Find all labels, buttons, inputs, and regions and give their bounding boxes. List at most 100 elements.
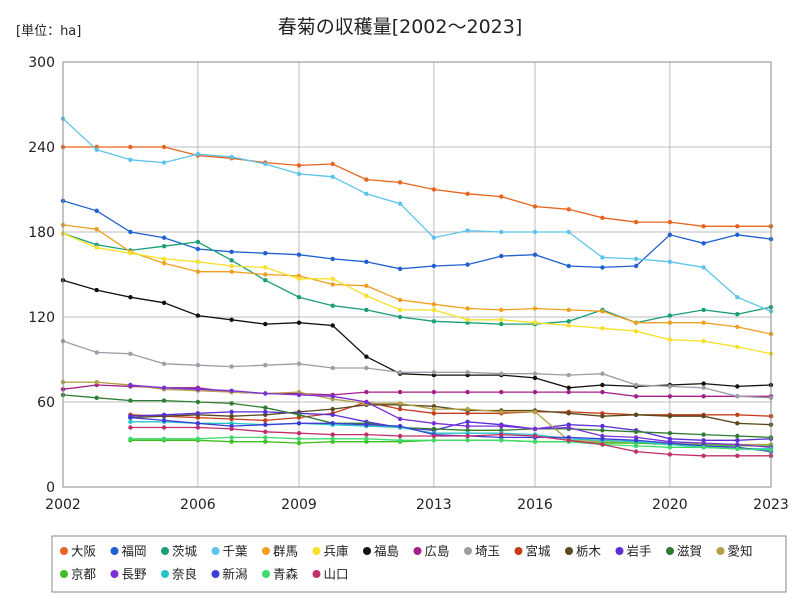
data-point [263, 409, 268, 415]
series-line [62, 224, 772, 335]
legend-label: 群馬 [273, 544, 298, 559]
data-point [667, 313, 673, 318]
y-tick-label: 240 [28, 140, 55, 156]
data-point [330, 161, 335, 167]
legend-label: 奈良 [172, 567, 197, 582]
data-point [667, 440, 673, 446]
legend-label: 青森 [273, 567, 299, 582]
legend-box [51, 535, 787, 593]
data-point [364, 259, 369, 264]
data-point [667, 384, 673, 389]
data-point [397, 406, 403, 412]
data-point [263, 363, 268, 368]
data-point [296, 436, 302, 441]
data-point [397, 416, 403, 422]
data-point [195, 313, 201, 318]
legend-label: 山口 [324, 567, 349, 582]
legend-marker [60, 547, 68, 555]
data-point [397, 423, 403, 429]
series-群馬 [60, 222, 774, 337]
series-line [62, 232, 772, 355]
data-point [330, 282, 335, 287]
data-point [263, 405, 268, 410]
data-point [532, 320, 538, 325]
data-point [94, 208, 99, 213]
data-point [128, 351, 133, 356]
data-point [229, 439, 234, 444]
data-point [600, 215, 605, 220]
data-point [600, 326, 605, 331]
data-point [633, 382, 639, 388]
data-point [566, 207, 571, 212]
data-point [667, 431, 673, 436]
data-point [195, 246, 201, 252]
series-line [130, 411, 772, 441]
data-point [330, 394, 335, 399]
data-point [128, 425, 133, 430]
legend-label: 福島 [374, 544, 399, 559]
data-point [667, 414, 673, 419]
legend-label: 新潟 [223, 567, 248, 582]
data-point [296, 440, 302, 446]
data-point [532, 306, 538, 311]
series-福島 [60, 278, 774, 390]
data-point [263, 251, 268, 256]
series-line [62, 118, 772, 312]
data-point [499, 389, 504, 395]
data-point [735, 224, 740, 229]
y-tick-label: 180 [28, 225, 55, 241]
data-point [566, 323, 571, 328]
data-point [465, 191, 470, 196]
data-point [229, 388, 234, 393]
series-line [62, 200, 772, 270]
legend-marker [110, 547, 119, 555]
data-point [735, 421, 740, 426]
data-point [499, 307, 504, 313]
data-point [397, 307, 403, 313]
data-point [229, 364, 234, 369]
data-point [431, 302, 437, 307]
data-point [364, 307, 369, 313]
data-point [600, 428, 605, 433]
y-tick-label: 120 [28, 310, 55, 326]
data-point [465, 438, 470, 443]
data-point [633, 256, 639, 262]
data-point [735, 438, 740, 443]
data-point [465, 423, 470, 429]
data-point [735, 453, 740, 458]
data-point [330, 303, 335, 308]
data-point [296, 252, 302, 257]
data-point [431, 433, 437, 439]
legend-marker [565, 547, 573, 555]
data-point [364, 436, 369, 441]
data-point [701, 394, 706, 399]
chart-title: 春菊の収穫量[2002～2023] [278, 16, 523, 38]
data-point [263, 422, 268, 427]
data-point [431, 307, 437, 313]
data-point [465, 406, 470, 412]
data-point [128, 415, 133, 420]
series-新潟 [128, 415, 774, 454]
data-point [364, 177, 369, 182]
data-point [94, 380, 99, 385]
data-point [229, 249, 234, 254]
legend-label: 京都 [71, 567, 97, 582]
data-point [263, 429, 268, 434]
data-point [128, 436, 133, 441]
data-point [330, 436, 335, 441]
data-point [263, 435, 268, 440]
legend-marker [312, 570, 321, 578]
legend-marker [716, 547, 725, 555]
data-point [532, 426, 538, 432]
series-広島 [60, 382, 774, 399]
plot-frame [62, 61, 772, 488]
data-point [128, 251, 133, 256]
data-point [229, 258, 234, 263]
data-point [263, 321, 268, 327]
data-point [195, 387, 201, 392]
data-point [499, 423, 504, 429]
data-point [161, 244, 167, 249]
data-point [195, 259, 201, 264]
